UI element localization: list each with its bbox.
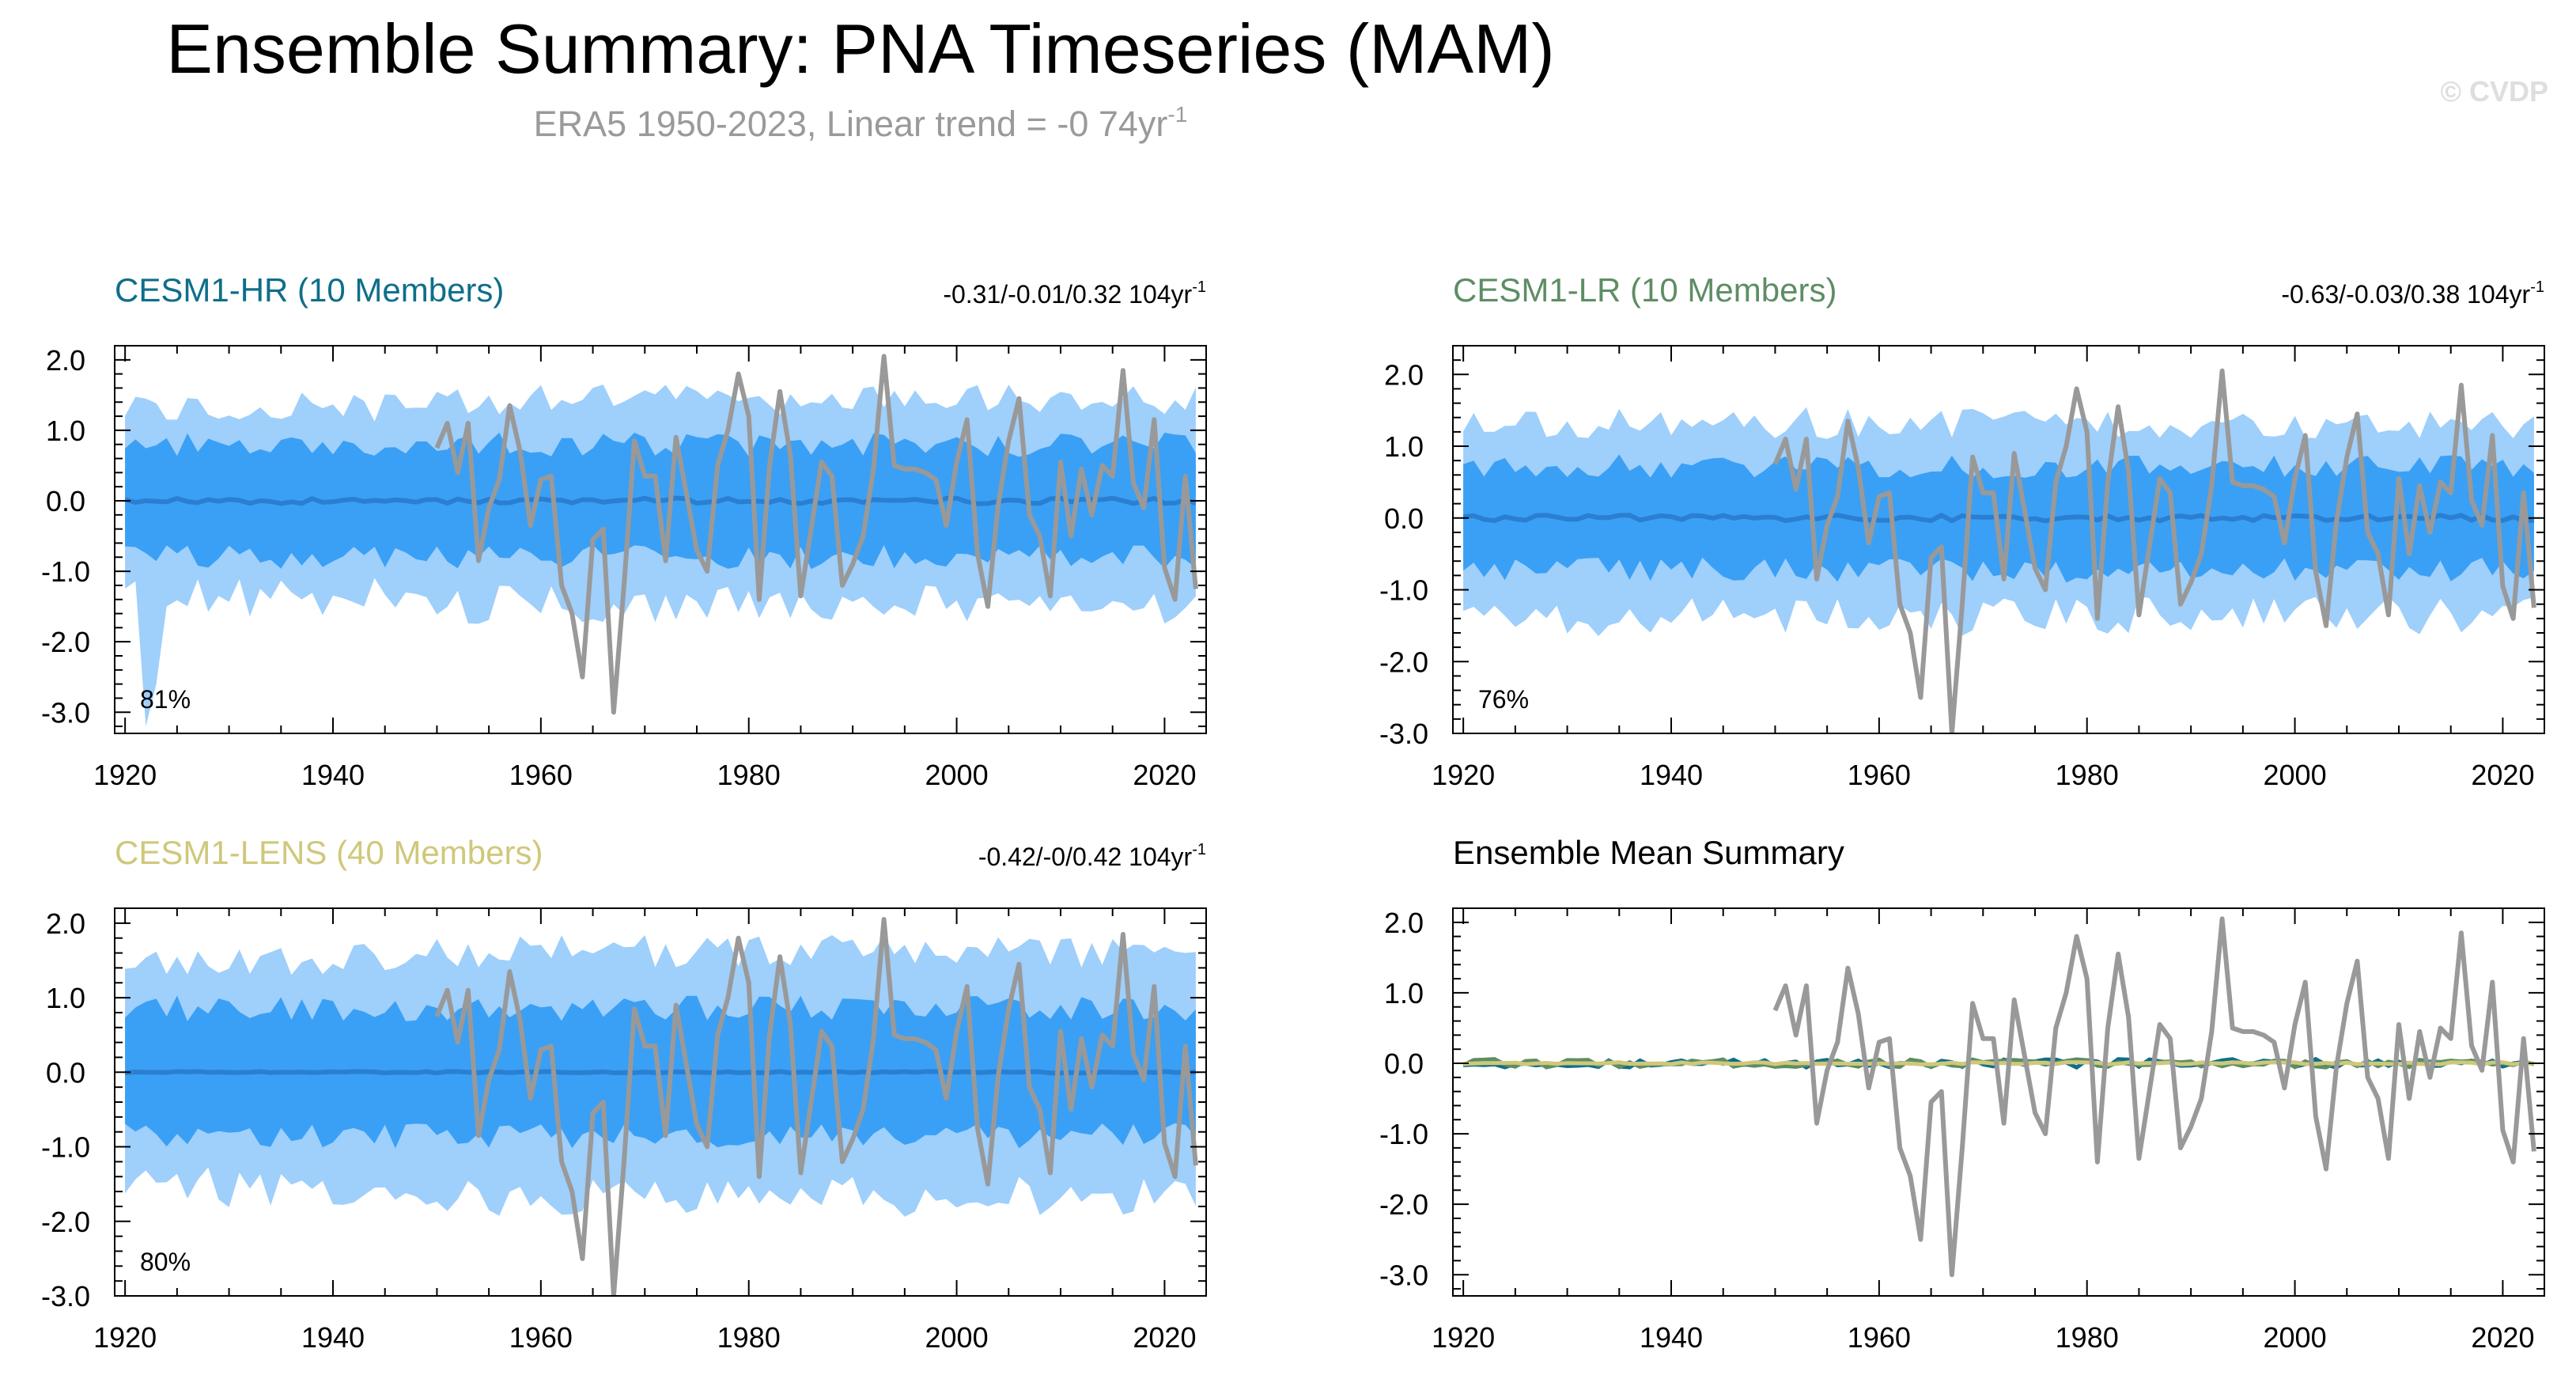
watermark: © CVDP <box>2440 75 2548 108</box>
plot-frame <box>1452 345 2545 734</box>
trend-sup: -1 <box>1192 841 1206 858</box>
y-tick-label: 0.0 <box>46 1056 85 1089</box>
obs-line <box>434 917 1198 1296</box>
plot-area <box>1462 916 2536 1278</box>
x-tick-label: 1920 <box>93 1321 157 1354</box>
trend-label: -0.31/-0.01/0.32 104yr-1 <box>943 278 1206 309</box>
x-tick-label: 1960 <box>1848 759 1911 791</box>
percent-label: 76% <box>1478 685 1529 714</box>
x-tick-label: 2000 <box>925 1321 989 1354</box>
trend-sup: -1 <box>1192 278 1206 296</box>
x-tick-label: 1940 <box>1640 1321 1703 1354</box>
panel-hr: CESM1-HR (10 Members) -0.31/-0.01/0.32 10… <box>41 271 1207 791</box>
panel-title: CESM1-LR (10 Members) <box>1453 271 1836 309</box>
x-tick-label: 2000 <box>2264 759 2327 791</box>
x-tick-label: 1980 <box>2056 1321 2119 1354</box>
x-tick-label: 1980 <box>717 1321 781 1354</box>
y-tick-label: 2.0 <box>46 907 85 940</box>
x-tick-label: 1980 <box>717 759 781 791</box>
y-tick-label: -1.0 <box>1379 574 1428 607</box>
x-tick-label: 2020 <box>1133 1321 1196 1354</box>
trend-sup: -1 <box>2530 278 2544 296</box>
x-tick-label: 1960 <box>509 759 573 791</box>
x-tick-label: 1980 <box>2056 759 2119 791</box>
y-tick-label: -1.0 <box>1379 1118 1428 1150</box>
y-tick-label: 2.0 <box>1384 358 1424 391</box>
x-tick-label: 2000 <box>925 759 989 791</box>
x-tick-label: 1940 <box>301 1321 365 1354</box>
y-tick-label: -3.0 <box>41 1280 90 1313</box>
y-tick-label: -3.0 <box>1379 1259 1428 1291</box>
percent-label: 81% <box>140 685 191 714</box>
y-tick-label: 1.0 <box>46 415 85 447</box>
panel-lens: CESM1-LENS (40 Members) -0.42/-0/0.42 104… <box>41 834 1207 1354</box>
y-tick-label: -2.0 <box>1379 646 1428 678</box>
y-tick-label: 2.0 <box>1384 907 1424 939</box>
figure-subtitle: ERA5 1950-2023, Linear trend = -0 74yr-1 <box>534 102 1188 144</box>
x-tick-label: 1920 <box>93 759 157 791</box>
trend-label: -0.63/-0.03/0.38 104yr-1 <box>2281 278 2544 309</box>
y-tick-label: -2.0 <box>41 626 90 658</box>
y-tick-label: -3.0 <box>1379 718 1428 750</box>
subtitle-text: ERA5 1950-2023, Linear trend = -0 74yr <box>534 104 1168 144</box>
panel-lr: CESM1-LR (10 Members) -0.63/-0.03/0.38 10… <box>1379 271 2545 791</box>
y-tick-label: -2.0 <box>41 1206 90 1238</box>
panel-mean: Ensemble Mean Summary 2.0 1.0 0.0 -1.0 -2.0 -3… <box>1379 834 2545 1354</box>
trend-label: -0.42/-0/0.42 104yr-1 <box>978 841 1206 871</box>
x-tick-label: 1940 <box>301 759 365 791</box>
y-tick-label: -3.0 <box>41 696 90 729</box>
trend-text: -0.63/-0.03/0.38 104yr <box>2281 280 2530 309</box>
y-tick-label: 0.0 <box>1384 502 1424 535</box>
x-tick-label: 1920 <box>1432 759 1495 791</box>
figure-title: Ensemble Summary: PNA Timeseries (MAM) <box>166 9 1555 88</box>
subtitle-sup: -1 <box>1167 102 1187 127</box>
panel-title: CESM1-LENS (40 Members) <box>115 834 543 871</box>
plot-area <box>1462 368 2536 733</box>
y-tick-label: 1.0 <box>46 982 85 1014</box>
x-tick-label: 1960 <box>509 1321 573 1354</box>
y-tick-label: -1.0 <box>41 555 90 588</box>
trend-text: -0.31/-0.01/0.32 104yr <box>943 280 1192 309</box>
x-tick-label: 1940 <box>1640 759 1703 791</box>
y-tick-label: 1.0 <box>1384 430 1424 463</box>
plot-area <box>124 354 1198 727</box>
x-tick-label: 1960 <box>1848 1321 1911 1354</box>
y-tick-label: 1.0 <box>1384 977 1424 1010</box>
x-tick-label: 2020 <box>2471 759 2534 791</box>
y-tick-label: -2.0 <box>1379 1188 1428 1221</box>
panel-title: Ensemble Mean Summary <box>1453 834 1844 871</box>
y-tick-label: 0.0 <box>1384 1047 1424 1080</box>
plot-area <box>124 917 1198 1296</box>
x-tick-label: 1920 <box>1432 1321 1495 1354</box>
plot-frame <box>114 345 1207 734</box>
panel-title: CESM1-HR (10 Members) <box>115 271 504 309</box>
y-tick-label: 2.0 <box>46 344 85 377</box>
x-tick-label: 2020 <box>2471 1321 2534 1354</box>
trend-text: -0.42/-0/0.42 104yr <box>978 843 1193 871</box>
obs-line <box>434 354 1198 715</box>
percent-label: 80% <box>140 1248 191 1276</box>
x-tick-label: 2020 <box>1133 759 1196 791</box>
y-tick-label: -1.0 <box>41 1131 90 1164</box>
y-tick-label: 0.0 <box>46 485 85 517</box>
obs-line <box>1772 916 2536 1278</box>
obs-line <box>1772 368 2536 733</box>
x-tick-label: 2000 <box>2264 1321 2327 1354</box>
plot-frame <box>1452 907 2545 1297</box>
